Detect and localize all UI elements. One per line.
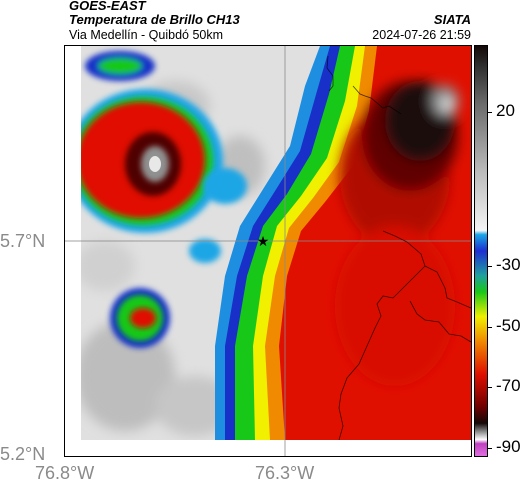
- datetime-label: 2024-07-26 21:59: [372, 28, 471, 42]
- map-title: Temperatura de Brillo CH13: [69, 12, 240, 27]
- colorbar-tick: [487, 266, 492, 267]
- satellite-map[interactable]: ★: [64, 45, 472, 457]
- lon-label-76-3: 76.3°W: [255, 463, 315, 483]
- colorbar-label: -90: [496, 437, 521, 456]
- lat-label-5-7: 5.7°N: [0, 231, 46, 251]
- colorbar-tick: [487, 448, 492, 449]
- colorbar-tick: [487, 327, 492, 328]
- organization-label: SIATA: [433, 12, 471, 27]
- colorbar-label: -70: [496, 376, 521, 395]
- colorbar-tick: [487, 387, 492, 388]
- cold-cloud-top-west: [81, 89, 223, 233]
- brightness-temperature-field: ★: [65, 46, 471, 456]
- star-icon[interactable]: ★: [257, 234, 270, 250]
- small-convective-cell: [110, 288, 170, 348]
- colorbar-label: -30: [496, 255, 521, 274]
- administrative-boundaries: [326, 55, 471, 441]
- colorbar-tick: [487, 112, 492, 113]
- map-subtitle: Via Medellín - Quibdó 50km: [69, 28, 224, 42]
- lat-label-5-2: 5.2°N: [0, 444, 46, 464]
- colorbar-label: -50: [496, 316, 521, 335]
- cloud-fringes: [85, 51, 247, 263]
- temperature-colorbar: [474, 45, 488, 457]
- colorbar-label: 20: [496, 101, 515, 120]
- satellite-source-label: GOES-EAST: [69, 0, 146, 13]
- lon-label-76-8: 76.8°W: [35, 463, 95, 483]
